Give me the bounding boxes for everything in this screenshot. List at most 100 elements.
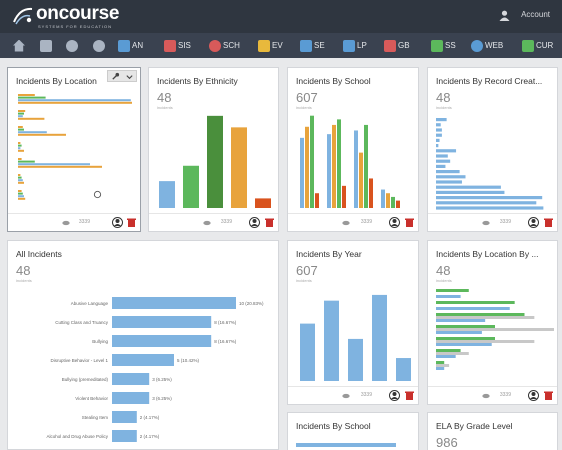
user-icon[interactable] — [528, 217, 539, 228]
school-bar — [396, 200, 400, 208]
category-label: Bullying (premeditated) — [62, 377, 109, 382]
location-bar — [18, 176, 22, 179]
school-bar — [305, 126, 309, 208]
trash-icon[interactable] — [126, 217, 137, 228]
user-icon[interactable] — [389, 217, 400, 228]
nav-sis[interactable]: SIS — [164, 37, 191, 54]
nav-ev[interactable]: EV — [258, 37, 283, 54]
nav-folder[interactable] — [40, 37, 54, 54]
person-icon — [300, 39, 312, 52]
card-count: 48 — [16, 263, 31, 278]
view-count: 3339 — [360, 392, 372, 398]
category-label: Bullying — [92, 339, 108, 344]
user-icon[interactable] — [112, 217, 123, 228]
trash-icon[interactable] — [543, 217, 554, 228]
data-label: 5 (10.42%) — [177, 358, 200, 363]
school-bar — [300, 137, 304, 208]
card-title: Incidents By School — [296, 421, 371, 431]
ethnicity-bar — [183, 165, 199, 208]
card-ela-by-grade-level[interactable]: ELA By Grade Level 986 — [427, 412, 558, 450]
user-icon[interactable] — [499, 10, 510, 21]
location-bar — [18, 190, 22, 192]
card-footer: 3339 — [428, 386, 557, 404]
user-icon[interactable] — [389, 390, 400, 401]
data-label: 3 (6.25%) — [152, 377, 172, 382]
data-label: 3 (6.25%) — [152, 396, 172, 401]
bar — [296, 443, 396, 447]
nav-lp[interactable]: LP — [343, 37, 367, 54]
card-subtitle: incidents — [157, 105, 173, 110]
year-bar — [300, 323, 315, 381]
nav-web[interactable]: WEB — [471, 37, 503, 54]
nav-gb[interactable]: GB — [384, 37, 410, 54]
school-bar — [332, 124, 336, 208]
location-by-bar — [436, 319, 486, 322]
location-by-bar — [436, 340, 535, 343]
card-footer: 3339 — [288, 386, 418, 404]
nav-ss[interactable]: SS — [431, 37, 456, 54]
card-incidents-by-ethnicity[interactable]: Incidents By Ethnicity 48 incidents 3339 — [148, 67, 279, 232]
card-count: 607 — [296, 263, 318, 278]
trash-icon[interactable] — [404, 217, 415, 228]
incident-bar — [112, 335, 212, 347]
ethnicity-bar — [231, 127, 247, 208]
trash-icon[interactable] — [543, 390, 554, 401]
card-title: Incidents By Ethnicity — [157, 76, 238, 86]
card-title: Incidents By Record Creat... — [436, 76, 543, 86]
card-subtitle: incidents — [436, 278, 452, 283]
card-all-incidents[interactable]: All Incidents 48 incidents Abusive Langu… — [7, 240, 279, 450]
location-by-bar — [436, 349, 461, 352]
card-incidents-by-location[interactable]: Incidents By Location 3339 — [7, 67, 141, 232]
card-incidents-by-record-created[interactable]: Incidents By Record Creat... 48 incident… — [427, 67, 558, 232]
card-incidents-by-year[interactable]: Incidents By Year 607 incidents 3339 — [287, 240, 419, 405]
card-footer: 3339 — [149, 213, 278, 231]
school-bar — [386, 193, 390, 208]
home-icon — [13, 39, 25, 52]
eye-icon — [482, 393, 490, 399]
nav-se[interactable]: SE — [300, 37, 325, 54]
trash-icon[interactable] — [264, 217, 275, 228]
record-bar — [436, 196, 543, 200]
card-incidents-by-school[interactable]: Incidents By School 607 incidents 3339 — [287, 67, 419, 232]
record-bar — [436, 206, 544, 210]
location-bar — [18, 94, 35, 96]
card-subtitle: incidents — [296, 105, 312, 110]
location-bar — [18, 131, 47, 134]
location-bar — [18, 144, 22, 147]
trash-icon[interactable] — [404, 390, 415, 401]
location-by-bar — [436, 328, 554, 331]
school-bar — [310, 115, 314, 208]
app-logo[interactable]: oncourse — [36, 3, 120, 24]
year-bar — [324, 300, 339, 381]
school-bar — [342, 185, 346, 208]
check-icon — [258, 39, 270, 52]
nav-reports[interactable] — [66, 37, 80, 54]
ethnicity-bar — [255, 198, 271, 208]
record-bar — [436, 138, 440, 142]
location-by-bar — [436, 316, 535, 319]
data-label: 2 (4.17%) — [140, 415, 160, 420]
nav-cur[interactable]: CUR — [522, 37, 553, 54]
card-incidents-by-location-by[interactable]: Incidents By Location By ... 48 incident… — [427, 240, 558, 405]
wrench-icon[interactable] — [111, 72, 120, 81]
nav-settings[interactable] — [93, 37, 107, 54]
nav-home[interactable] — [13, 37, 27, 54]
incident-bar — [112, 354, 174, 366]
nav-sch[interactable]: SCH — [209, 37, 240, 54]
user-icon[interactable] — [528, 390, 539, 401]
account-menu[interactable]: Account — [521, 10, 550, 19]
card-incidents-by-school-2[interactable]: Incidents By School — [287, 412, 419, 450]
record-bar — [436, 133, 442, 137]
school-chart — [300, 115, 400, 208]
book-icon — [343, 39, 355, 52]
incident-bar — [112, 411, 137, 423]
chevron-down-icon[interactable] — [125, 72, 134, 81]
clock-icon — [209, 39, 221, 52]
record-bar — [436, 190, 505, 194]
view-count: 3339 — [360, 219, 372, 225]
card-count: 48 — [436, 263, 451, 278]
nav-an[interactable]: AN — [118, 37, 143, 54]
user-icon[interactable] — [249, 217, 260, 228]
eye-icon — [203, 220, 211, 226]
record-bar — [436, 154, 448, 158]
